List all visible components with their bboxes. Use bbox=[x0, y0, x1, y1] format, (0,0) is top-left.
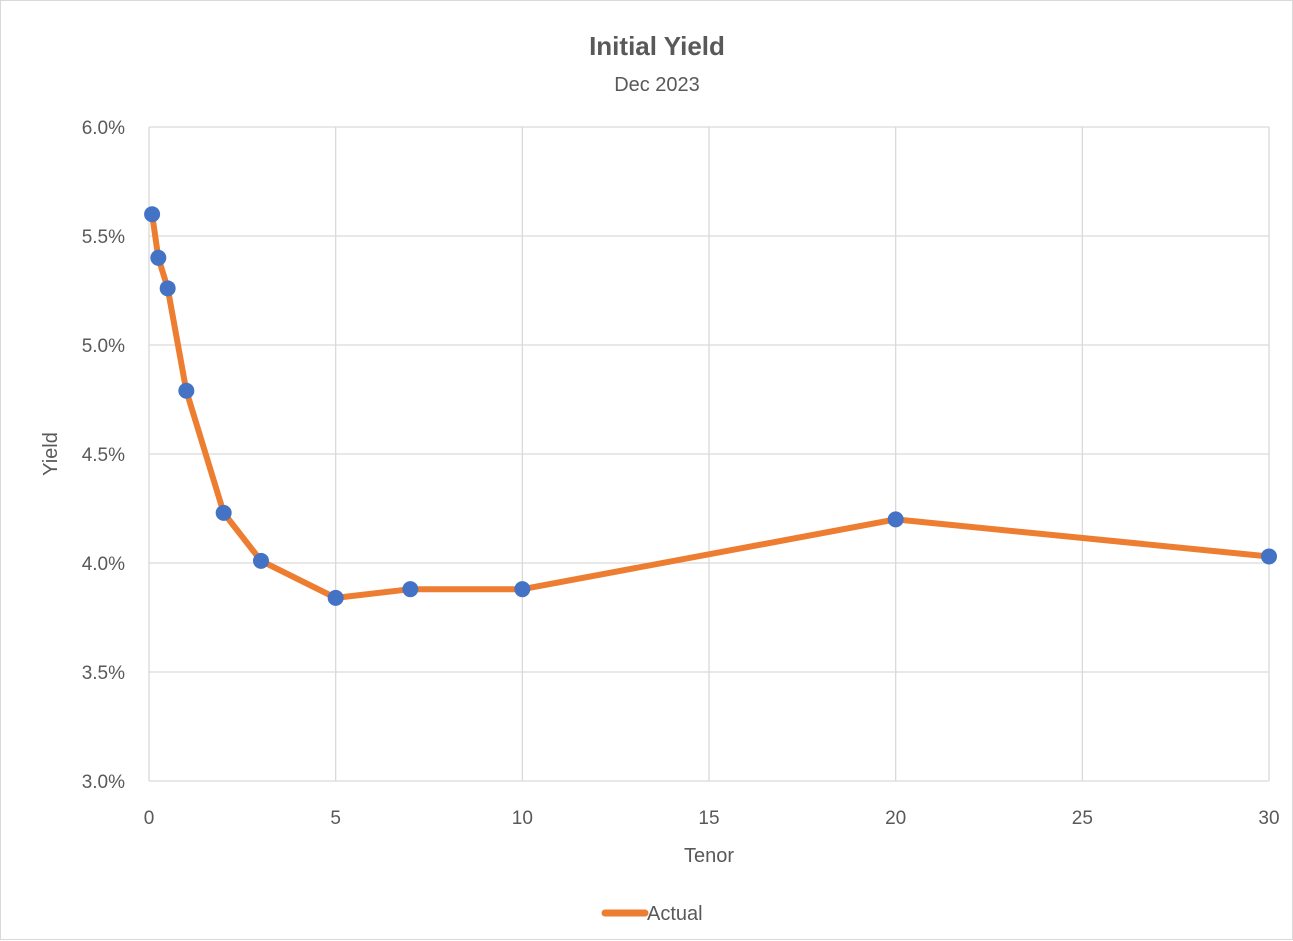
data-point bbox=[144, 206, 161, 223]
legend-label: Actual bbox=[647, 903, 703, 925]
y-tick-label: 5.0% bbox=[82, 336, 125, 357]
data-point bbox=[215, 504, 232, 521]
data-point bbox=[1261, 548, 1277, 565]
y-tick-label: 4.5% bbox=[82, 445, 125, 466]
data-point bbox=[253, 552, 269, 569]
x-axis-label: Tenor bbox=[684, 845, 734, 867]
legend: Actual bbox=[601, 903, 703, 925]
x-tick-label: 0 bbox=[144, 808, 155, 829]
x-tick-label: 30 bbox=[1258, 808, 1279, 829]
data-point bbox=[402, 581, 419, 598]
y-tick-label: 6.0% bbox=[82, 118, 125, 139]
data-point bbox=[178, 382, 195, 399]
x-tick-label: 20 bbox=[885, 808, 906, 829]
data-point bbox=[327, 589, 344, 606]
x-tick-label: 15 bbox=[698, 808, 719, 829]
chart-title: Initial Yield bbox=[589, 31, 725, 61]
data-point bbox=[150, 249, 167, 266]
series-line bbox=[149, 211, 1272, 601]
y-tick-label: 3.0% bbox=[82, 772, 125, 793]
chart-subtitle: Dec 2023 bbox=[614, 74, 700, 96]
x-tick-label: 25 bbox=[1072, 808, 1093, 829]
data-point bbox=[159, 280, 176, 297]
x-tick-label: 5 bbox=[330, 808, 341, 829]
data-point bbox=[514, 581, 531, 598]
x-tick-label: 10 bbox=[512, 808, 533, 829]
grid bbox=[148, 126, 1270, 782]
tick-labels: 3.0% 3.5% 4.0% 4.5% 5.0% 5.5% 6.0% 0 5 10 15 20 25 30 bbox=[82, 118, 1280, 829]
y-axis-label: Yield bbox=[40, 432, 62, 476]
data-point bbox=[887, 511, 904, 528]
y-tick-label: 5.5% bbox=[82, 227, 125, 248]
y-tick-label: 3.5% bbox=[82, 663, 125, 684]
y-tick-label: 4.0% bbox=[82, 554, 125, 575]
series-layer bbox=[144, 206, 1277, 606]
